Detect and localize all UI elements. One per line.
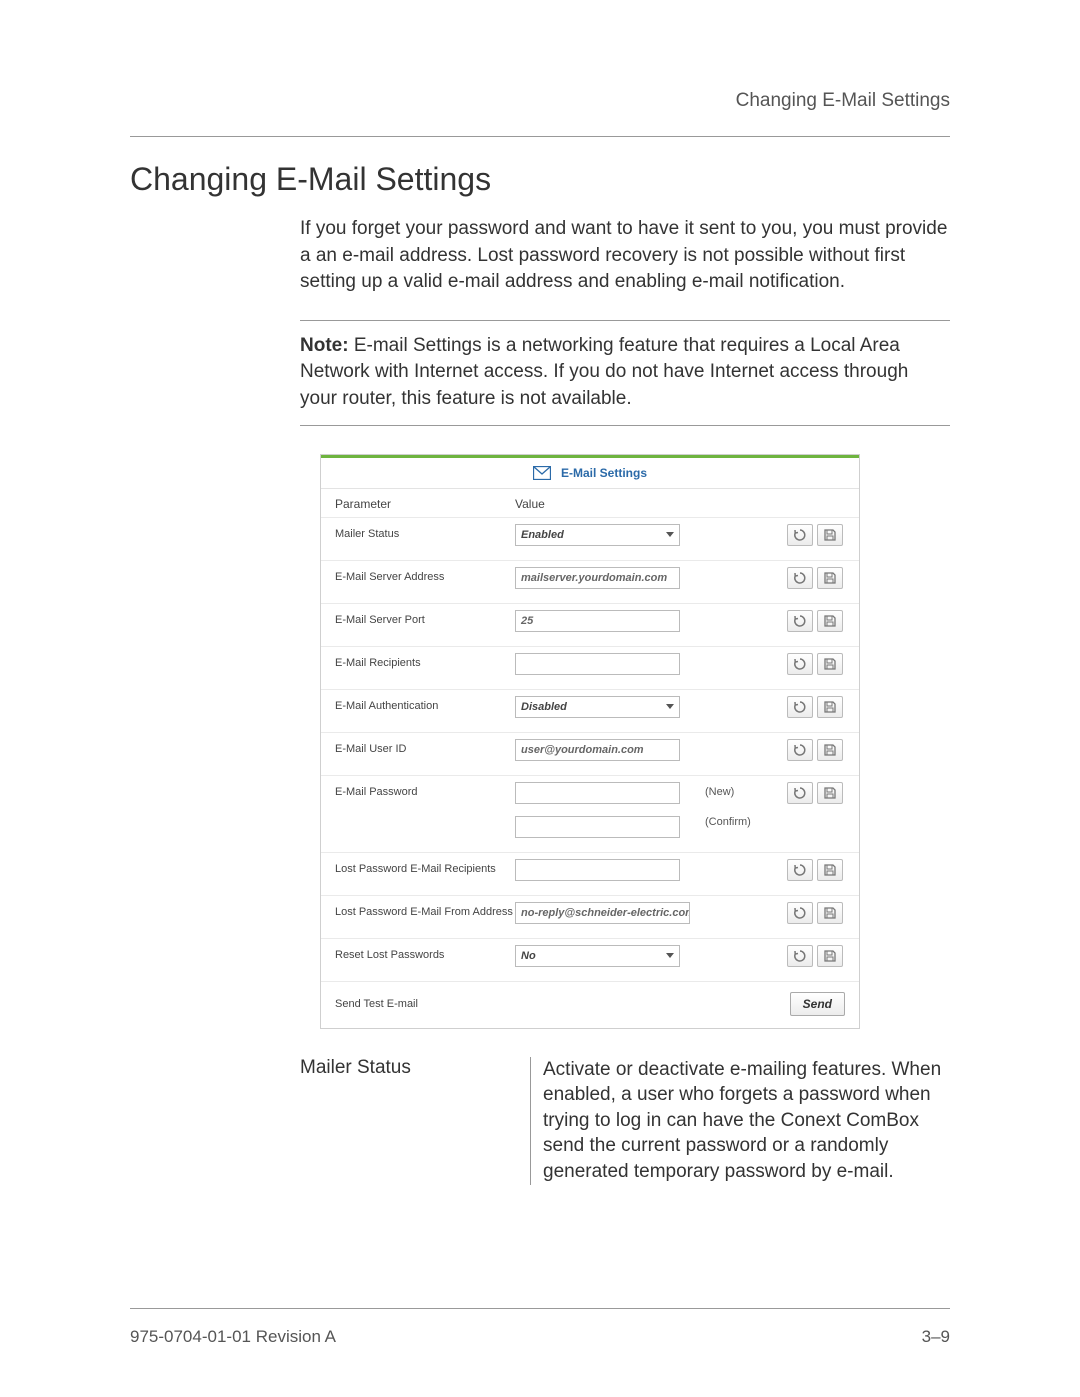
- footer-rule: [130, 1308, 950, 1309]
- send-button[interactable]: Send: [790, 992, 845, 1016]
- note-text: E-mail Settings is a networking feature …: [300, 335, 908, 409]
- description-term: Mailer Status: [300, 1057, 530, 1079]
- input-user-id[interactable]: user@yourdomain.com: [515, 739, 680, 761]
- refresh-button[interactable]: [787, 902, 813, 924]
- refresh-button[interactable]: [787, 567, 813, 589]
- label-password: E-Mail Password: [335, 782, 515, 798]
- input-server-address[interactable]: mailserver.yourdomain.com: [515, 567, 680, 589]
- row-reset-lost: Reset Lost Passwords No: [321, 938, 859, 981]
- label-mailer-status: Mailer Status: [335, 524, 515, 540]
- footer-page-number: 3–9: [922, 1327, 950, 1347]
- running-header: Changing E-Mail Settings: [736, 90, 950, 112]
- input-lost-from[interactable]: no-reply@schneider-electric.com: [515, 902, 690, 924]
- header-rule: [130, 136, 950, 137]
- row-lost-recipients: Lost Password E-Mail Recipients: [321, 852, 859, 895]
- row-authentication: E-Mail Authentication Disabled: [321, 689, 859, 732]
- description-text: Activate or deactivate e-mailing feature…: [543, 1057, 950, 1185]
- intro-paragraph: If you forget your password and want to …: [300, 216, 950, 296]
- label-server-address: E-Mail Server Address: [335, 567, 515, 583]
- save-button[interactable]: [817, 859, 843, 881]
- save-button[interactable]: [817, 945, 843, 967]
- row-user-id: E-Mail User ID user@yourdomain.com: [321, 732, 859, 775]
- refresh-button[interactable]: [787, 524, 813, 546]
- refresh-button[interactable]: [787, 653, 813, 675]
- page-title: Changing E-Mail Settings: [130, 161, 950, 198]
- label-lost-recipients: Lost Password E-Mail Recipients: [335, 859, 515, 875]
- panel-header: E-Mail Settings: [321, 455, 859, 489]
- description-separator: [530, 1057, 531, 1185]
- row-send-test: Send Test E-mail Send: [321, 981, 859, 1028]
- row-password: E-Mail Password (New) (Confirm): [321, 775, 859, 852]
- select-reset-lost[interactable]: No: [515, 945, 680, 967]
- save-button[interactable]: [817, 696, 843, 718]
- label-user-id: E-Mail User ID: [335, 739, 515, 755]
- email-settings-panel: E-Mail Settings Parameter Value Mailer S…: [320, 454, 860, 1029]
- row-recipients: E-Mail Recipients: [321, 646, 859, 689]
- label-reset-lost: Reset Lost Passwords: [335, 945, 515, 961]
- input-server-port[interactable]: 25: [515, 610, 680, 632]
- label-send-test: Send Test E-mail: [335, 998, 515, 1010]
- select-mailer-status[interactable]: Enabled: [515, 524, 680, 546]
- refresh-button[interactable]: [787, 739, 813, 761]
- save-button[interactable]: [817, 653, 843, 675]
- label-recipients: E-Mail Recipients: [335, 653, 515, 669]
- save-button[interactable]: [817, 739, 843, 761]
- select-reset-lost-value: No: [521, 950, 536, 962]
- select-authentication-value: Disabled: [521, 701, 567, 713]
- save-button[interactable]: [817, 782, 843, 804]
- save-button[interactable]: [817, 524, 843, 546]
- refresh-button[interactable]: [787, 782, 813, 804]
- refresh-button[interactable]: [787, 610, 813, 632]
- mail-icon: [533, 466, 551, 480]
- footer-doc-id: 975-0704-01-01 Revision A: [130, 1327, 336, 1347]
- row-server-address: E-Mail Server Address mailserver.yourdom…: [321, 560, 859, 603]
- chevron-down-icon: [666, 953, 674, 958]
- select-authentication[interactable]: Disabled: [515, 696, 680, 718]
- input-lost-recipients[interactable]: [515, 859, 680, 881]
- input-recipients[interactable]: [515, 653, 680, 675]
- password-confirm-label: (Confirm): [705, 816, 763, 828]
- label-lost-from: Lost Password E-Mail From Address: [335, 902, 515, 918]
- refresh-button[interactable]: [787, 945, 813, 967]
- row-lost-from: Lost Password E-Mail From Address no-rep…: [321, 895, 859, 938]
- col-value: Value: [515, 497, 845, 511]
- save-button[interactable]: [817, 567, 843, 589]
- chevron-down-icon: [666, 704, 674, 709]
- input-password-confirm[interactable]: [515, 816, 680, 838]
- panel-title: E-Mail Settings: [561, 466, 647, 480]
- col-parameter: Parameter: [335, 497, 515, 511]
- label-authentication: E-Mail Authentication: [335, 696, 515, 712]
- save-button[interactable]: [817, 610, 843, 632]
- note-label: Note:: [300, 335, 349, 356]
- refresh-button[interactable]: [787, 696, 813, 718]
- chevron-down-icon: [666, 532, 674, 537]
- select-mailer-status-value: Enabled: [521, 529, 564, 541]
- save-button[interactable]: [817, 902, 843, 924]
- password-new-label: (New): [705, 786, 763, 798]
- refresh-button[interactable]: [787, 859, 813, 881]
- panel-column-headers: Parameter Value: [321, 489, 859, 517]
- input-password-new[interactable]: [515, 782, 680, 804]
- description-row: Mailer Status Activate or deactivate e-m…: [300, 1057, 950, 1185]
- label-server-port: E-Mail Server Port: [335, 610, 515, 626]
- row-server-port: E-Mail Server Port 25: [321, 603, 859, 646]
- row-mailer-status: Mailer Status Enabled: [321, 517, 859, 560]
- note-block: Note: E-mail Settings is a networking fe…: [300, 320, 950, 426]
